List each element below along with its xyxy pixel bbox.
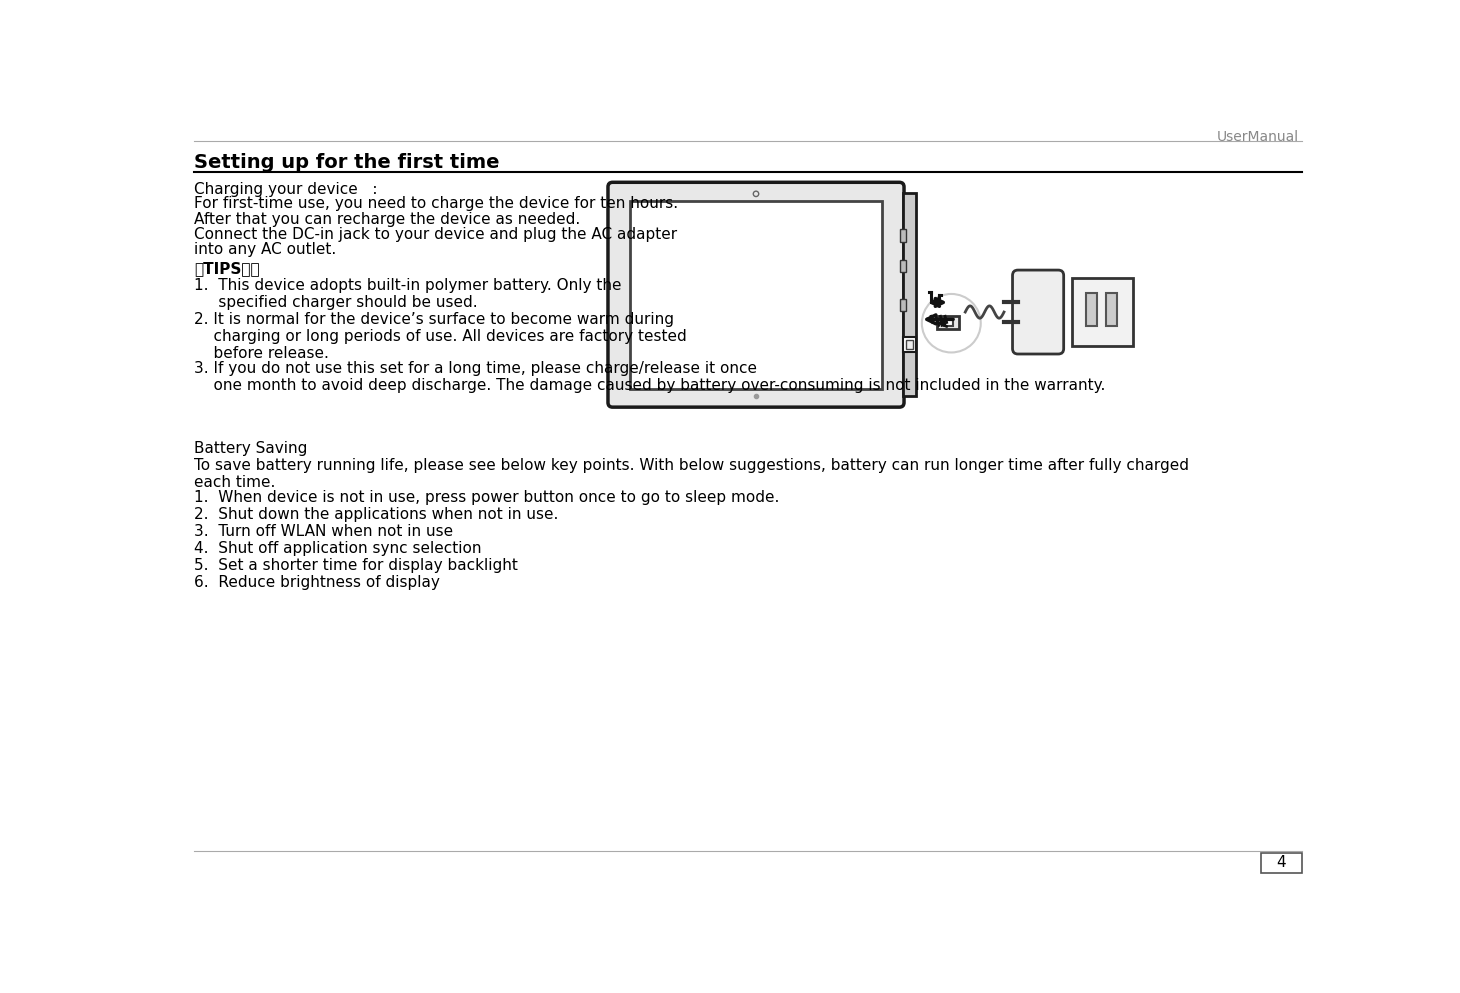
Bar bbox=[1072, 278, 1133, 346]
Text: To save battery running life, please see below key points. With below suggestion: To save battery running life, please see… bbox=[194, 458, 1188, 491]
Text: 4.  Shut off application sync selection: 4. Shut off application sync selection bbox=[194, 541, 482, 556]
Bar bbox=[904, 337, 915, 353]
Bar bbox=[1086, 293, 1096, 326]
Text: into any AC outlet.: into any AC outlet. bbox=[194, 242, 336, 257]
Bar bbox=[943, 319, 953, 327]
Text: Battery Saving: Battery Saving bbox=[194, 441, 308, 456]
Text: 5.  Set a shorter time for display backlight: 5. Set a shorter time for display backli… bbox=[194, 558, 518, 573]
Text: UserManual: UserManual bbox=[1216, 130, 1298, 144]
Bar bbox=[629, 201, 882, 388]
Bar bbox=[901, 229, 905, 241]
Text: 【TIPS】：: 【TIPS】： bbox=[194, 261, 260, 276]
Bar bbox=[904, 193, 915, 396]
Text: For first-time use, you need to charge the device for ten hours.: For first-time use, you need to charge t… bbox=[194, 197, 679, 212]
Bar bbox=[905, 341, 914, 350]
Bar bbox=[901, 299, 905, 311]
Text: 1.  This device adopts built-in polymer battery. Only the
     specified charger: 1. This device adopts built-in polymer b… bbox=[194, 278, 622, 310]
Text: Connect the DC-in jack to your device and plug the AC adapter: Connect the DC-in jack to your device an… bbox=[194, 227, 677, 242]
Text: Charging your device   :: Charging your device : bbox=[194, 183, 378, 198]
Bar bbox=[1261, 853, 1302, 873]
Text: Setting up for the first time: Setting up for the first time bbox=[194, 153, 499, 172]
Bar bbox=[901, 260, 905, 272]
Text: 6.  Reduce brightness of display: 6. Reduce brightness of display bbox=[194, 575, 439, 590]
Text: After that you can recharge the device as needed.: After that you can recharge the device a… bbox=[194, 212, 581, 226]
Text: 2. It is normal for the device’s surface to become warm during
    charging or l: 2. It is normal for the device’s surface… bbox=[194, 312, 686, 361]
Text: 3. If you do not use this set for a long time, please charge/release it once
   : 3. If you do not use this set for a long… bbox=[194, 360, 1105, 393]
Text: 3.  Turn off WLAN when not in use: 3. Turn off WLAN when not in use bbox=[194, 524, 453, 539]
FancyBboxPatch shape bbox=[1013, 270, 1064, 355]
Text: 2.  Shut down the applications when not in use.: 2. Shut down the applications when not i… bbox=[194, 507, 559, 522]
Bar bbox=[937, 316, 959, 330]
Text: 1.  When device is not in use, press power button once to go to sleep mode.: 1. When device is not in use, press powe… bbox=[194, 491, 780, 505]
FancyBboxPatch shape bbox=[607, 183, 904, 407]
Bar bbox=[1107, 293, 1117, 326]
Text: 4: 4 bbox=[1276, 856, 1286, 871]
